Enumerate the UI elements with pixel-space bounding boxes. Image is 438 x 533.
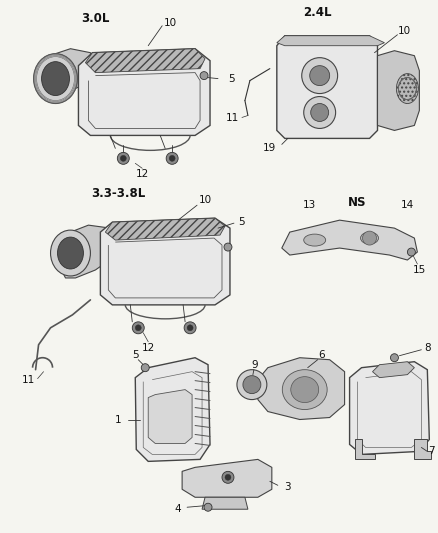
Ellipse shape: [50, 230, 90, 276]
Polygon shape: [372, 362, 414, 378]
Text: 19: 19: [263, 143, 276, 154]
Circle shape: [166, 152, 178, 164]
Text: 12: 12: [141, 343, 155, 353]
Polygon shape: [378, 51, 419, 131]
Text: 10: 10: [163, 18, 177, 28]
Text: 2.4L: 2.4L: [304, 6, 332, 19]
Text: 8: 8: [424, 343, 431, 353]
Polygon shape: [100, 218, 230, 305]
Polygon shape: [202, 497, 248, 509]
Polygon shape: [78, 49, 210, 135]
Circle shape: [132, 322, 144, 334]
Ellipse shape: [291, 377, 319, 402]
Ellipse shape: [396, 74, 418, 103]
Circle shape: [304, 96, 336, 128]
Text: NS: NS: [348, 196, 367, 209]
Circle shape: [200, 71, 208, 79]
Polygon shape: [182, 459, 272, 497]
Ellipse shape: [360, 232, 378, 244]
Circle shape: [222, 471, 234, 483]
Ellipse shape: [283, 370, 327, 409]
Text: 1: 1: [115, 415, 122, 424]
Circle shape: [310, 66, 330, 86]
Polygon shape: [350, 362, 429, 455]
Text: 5: 5: [229, 74, 235, 84]
Text: 10: 10: [198, 195, 212, 205]
Text: 9: 9: [251, 360, 258, 370]
Circle shape: [390, 354, 399, 362]
Text: 6: 6: [318, 350, 325, 360]
Circle shape: [204, 503, 212, 511]
Text: 5: 5: [132, 350, 138, 360]
Polygon shape: [258, 358, 345, 419]
Polygon shape: [414, 439, 431, 459]
Polygon shape: [277, 36, 385, 46]
Circle shape: [120, 155, 126, 161]
Circle shape: [169, 155, 175, 161]
Polygon shape: [60, 225, 118, 278]
Polygon shape: [355, 439, 374, 459]
Text: 7: 7: [428, 447, 434, 456]
Circle shape: [141, 364, 149, 372]
Circle shape: [135, 325, 141, 331]
Text: 4: 4: [175, 504, 181, 514]
Text: 15: 15: [413, 265, 426, 275]
Text: 14: 14: [401, 200, 414, 210]
Circle shape: [184, 322, 196, 334]
Polygon shape: [282, 220, 417, 260]
Circle shape: [243, 376, 261, 393]
Text: 5: 5: [239, 217, 245, 227]
Circle shape: [302, 58, 338, 94]
Ellipse shape: [57, 237, 83, 269]
Text: 13: 13: [303, 200, 316, 210]
Circle shape: [311, 103, 328, 122]
Polygon shape: [49, 49, 95, 102]
Polygon shape: [148, 390, 192, 443]
Circle shape: [224, 243, 232, 251]
Polygon shape: [85, 49, 205, 72]
Ellipse shape: [42, 62, 70, 95]
Ellipse shape: [304, 234, 326, 246]
Text: 12: 12: [136, 169, 149, 179]
Text: 10: 10: [398, 26, 411, 36]
Text: 11: 11: [22, 375, 35, 385]
Circle shape: [187, 325, 193, 331]
Polygon shape: [106, 218, 225, 240]
Polygon shape: [277, 36, 378, 139]
Ellipse shape: [34, 54, 78, 103]
Text: 11: 11: [225, 114, 239, 124]
Text: 3.3-3.8L: 3.3-3.8L: [91, 187, 145, 200]
Polygon shape: [135, 358, 210, 462]
Circle shape: [407, 248, 415, 256]
Circle shape: [363, 231, 377, 245]
Text: 3: 3: [284, 482, 291, 492]
Circle shape: [237, 370, 267, 400]
Text: 3.0L: 3.0L: [81, 12, 110, 25]
Circle shape: [117, 152, 129, 164]
Circle shape: [225, 474, 231, 480]
